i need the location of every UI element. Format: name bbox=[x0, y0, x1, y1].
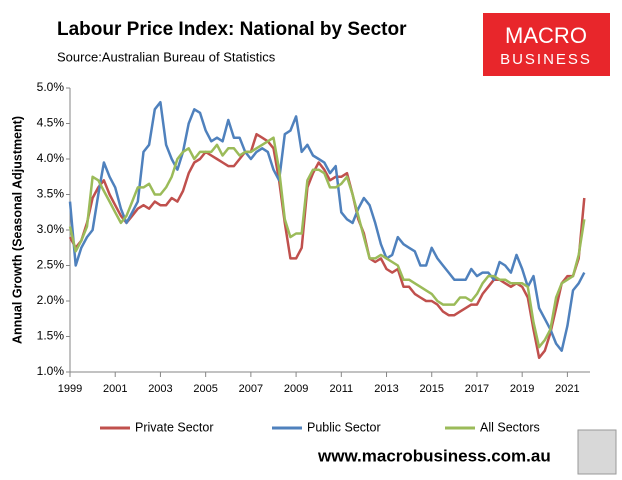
y-tick-label: 1.5% bbox=[37, 329, 65, 343]
y-tick-label: 4.0% bbox=[37, 151, 65, 165]
legend-label: All Sectors bbox=[480, 420, 540, 434]
logo-text: BUSINESS bbox=[500, 51, 592, 68]
y-tick-label: 4.5% bbox=[37, 116, 65, 130]
chart-subtitle: Source:Australian Bureau of Statistics bbox=[57, 49, 276, 64]
y-tick-label: 3.5% bbox=[37, 187, 65, 201]
x-tick-label: 2015 bbox=[419, 383, 443, 395]
logo-text: MACRO bbox=[505, 23, 587, 48]
y-axis-label: Annual Growth (Seasonal Adjustment) bbox=[10, 116, 24, 344]
x-tick-label: 2017 bbox=[465, 383, 489, 395]
series-line bbox=[68, 100, 586, 352]
x-tick-label: 1999 bbox=[58, 383, 82, 395]
x-tick-label: 2007 bbox=[239, 383, 263, 395]
series-line bbox=[68, 136, 586, 349]
y-tick-label: 2.0% bbox=[37, 293, 65, 307]
x-tick-label: 2013 bbox=[374, 383, 398, 395]
x-tick-label: 2021 bbox=[555, 383, 579, 395]
y-tick-label: 3.0% bbox=[37, 222, 65, 236]
logo bbox=[483, 13, 610, 76]
x-tick-label: 2005 bbox=[193, 383, 217, 395]
x-tick-label: 2009 bbox=[284, 383, 308, 395]
legend-label: Private Sector bbox=[135, 420, 214, 434]
website: www.macrobusiness.com.au bbox=[317, 446, 551, 465]
wolf-icon bbox=[577, 429, 617, 475]
legend-label: Public Sector bbox=[307, 420, 381, 434]
x-tick-label: 2011 bbox=[329, 383, 353, 395]
chart-title: Labour Price Index: National by Sector bbox=[57, 19, 407, 40]
x-tick-label: 2003 bbox=[148, 383, 172, 395]
y-tick-label: 5.0% bbox=[37, 80, 65, 94]
y-tick-label: 1.0% bbox=[37, 364, 65, 378]
x-tick-label: 2019 bbox=[510, 383, 534, 395]
x-tick-label: 2001 bbox=[103, 383, 127, 395]
y-tick-label: 2.5% bbox=[37, 258, 65, 272]
